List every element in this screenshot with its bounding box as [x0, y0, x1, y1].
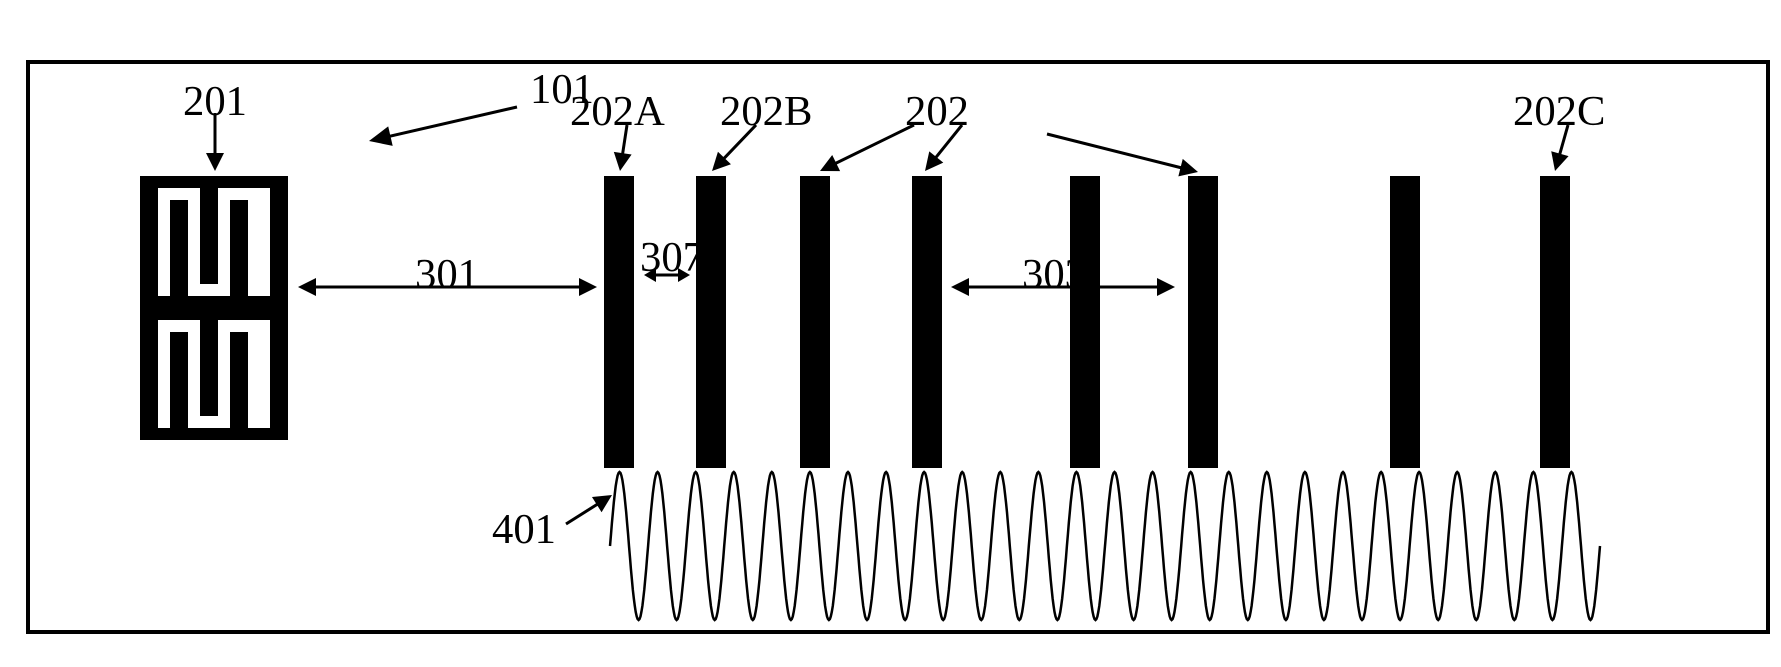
idt-transducer: [140, 176, 288, 440]
bar-202B: [696, 176, 726, 468]
saw-wave: [610, 472, 1600, 620]
label-l301: 301: [415, 250, 479, 299]
arrow-401: [566, 495, 612, 524]
label-l303: 303: [1022, 250, 1086, 299]
arrow-202-left: [820, 125, 914, 171]
bar-202C: [1540, 176, 1570, 468]
label-l401: 401: [492, 505, 556, 554]
label-l202: 202: [905, 87, 969, 136]
label-l202B: 202B: [720, 87, 812, 136]
bar-202A: [604, 176, 634, 468]
bar-202-2: [912, 176, 942, 468]
bar-202: [800, 176, 830, 468]
label-l202A: 202A: [570, 87, 665, 136]
diagram-root: 101201202A202B202202C301307303401: [0, 0, 1781, 662]
label-l201: 201: [183, 77, 247, 126]
bar-202-4: [1188, 176, 1218, 468]
arrow-202-far: [1047, 134, 1198, 176]
bar-202-5: [1390, 176, 1420, 468]
label-l307: 307: [640, 233, 704, 282]
bar-202-3: [1070, 176, 1100, 468]
label-l202C: 202C: [1513, 87, 1605, 136]
bounding-box: [28, 62, 1768, 632]
arrow-101: [369, 107, 517, 146]
